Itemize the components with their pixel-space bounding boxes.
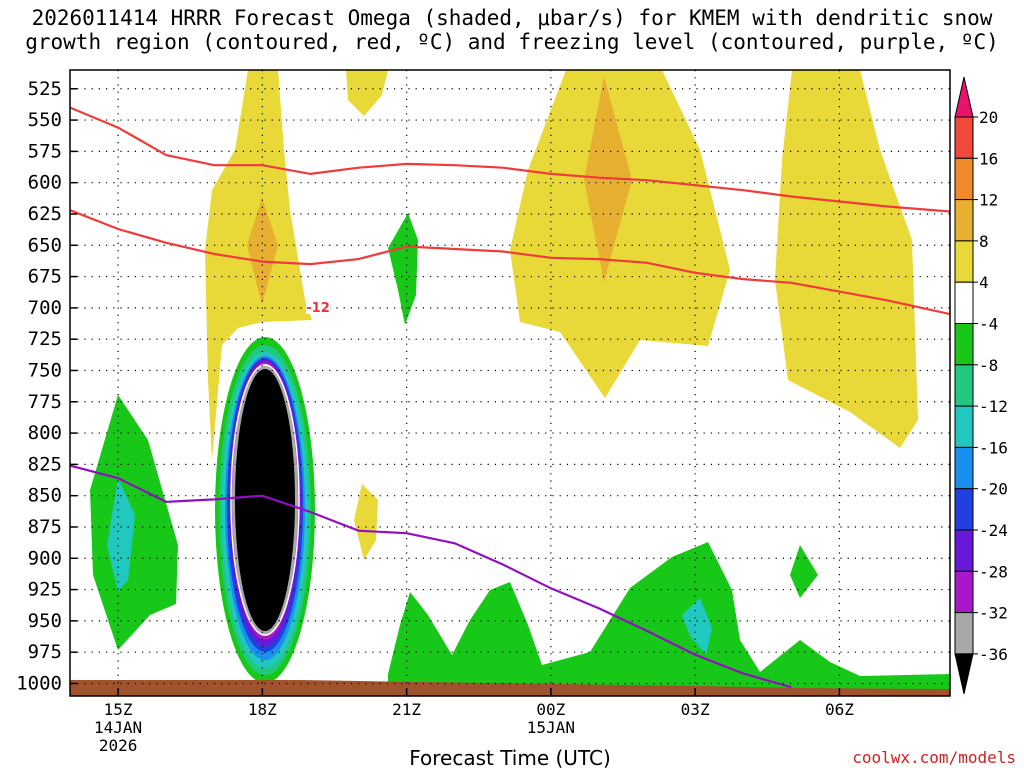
colorbar-tick-label: -28 (979, 562, 1008, 581)
y-tick-label: 900 (28, 547, 62, 569)
y-tick-label: 575 (28, 140, 62, 162)
y-tick-label: 975 (28, 641, 62, 663)
y-tick-label: 625 (28, 203, 62, 225)
y-tick-label: 725 (28, 328, 62, 350)
omega-positive-region (775, 70, 918, 448)
omega-positive-region (346, 70, 388, 116)
colorbar-tick-label: -8 (979, 356, 998, 375)
y-tick-label: 825 (28, 453, 62, 475)
colorbar: 20 16 12 8 4 -4 -8 -12 -16 -20 -24 -28 -32 -36 (954, 76, 1008, 695)
x-tick-label: 00Z (536, 700, 565, 719)
x-tick-date: 14JAN (94, 718, 142, 737)
colorbar-tick-label: 8 (979, 232, 989, 251)
omega-negative-region (107, 478, 135, 592)
omega-shading (70, 70, 950, 696)
y-tick-label: 850 (28, 485, 62, 507)
plot-frame (69, 69, 951, 697)
omega-negative-region (790, 545, 818, 598)
y-axis: 525 550 575 600 625 650 675 700 725 750 775 800 825 8… (16, 78, 77, 694)
y-tick-label: 650 (28, 234, 62, 256)
colorbar-swatch (954, 529, 974, 572)
colorbar-tick-label: 4 (979, 273, 989, 292)
colorbar-arrow-bottom (954, 653, 974, 695)
colorbar-tick-label: -4 (979, 315, 998, 334)
x-tick-year: 2026 (99, 736, 138, 755)
colorbar-swatch (954, 157, 974, 201)
y-tick-label: 775 (28, 391, 62, 413)
y-tick-label: 800 (28, 422, 62, 444)
x-tick-label: 06Z (825, 700, 854, 719)
colorbar-swatch (954, 323, 974, 366)
grid (70, 70, 950, 696)
y-tick-label: 875 (28, 516, 62, 538)
colorbar-swatch (954, 570, 974, 614)
freezing-level-contour (70, 464, 792, 689)
colorbar-tick-label: -36 (979, 645, 1008, 664)
colorbar-swatch (954, 199, 974, 242)
y-tick-label: 525 (28, 78, 62, 100)
y-tick-label: 1000 (16, 672, 62, 694)
y-tick-label: 700 (28, 297, 62, 319)
title-line-2: growth region (contoured, red, ºC) and f… (25, 30, 999, 54)
x-tick-label: 15Z (104, 700, 133, 719)
credit-text: coolwx.com/models (852, 748, 1016, 767)
omega-positive-region (510, 70, 730, 398)
colorbar-swatch (954, 405, 974, 448)
y-tick-label: 600 (28, 172, 62, 194)
contour-label-bg (306, 300, 330, 314)
colorbar-swatch (954, 488, 974, 531)
colorbar-swatch (954, 281, 974, 325)
contour-label: -12 (306, 301, 330, 316)
colorbar-swatch (954, 612, 974, 655)
ground-surface (70, 680, 950, 696)
omega-core (235, 369, 295, 631)
colorbar-swatch (954, 240, 974, 283)
colorbar-arrow-top (954, 76, 974, 118)
x-tick-label: 21Z (392, 700, 421, 719)
colorbar-swatch (954, 364, 974, 407)
dgz-bottom-contour (70, 209, 950, 316)
omega-positive-region (354, 484, 378, 560)
colorbar-swatch (954, 446, 974, 490)
colorbar-tick-label: -32 (979, 604, 1008, 623)
colorbar-swatch (954, 116, 974, 159)
colorbar-tick-label: -16 (979, 438, 1008, 457)
y-tick-label: 675 (28, 266, 62, 288)
omega-positive-region (247, 198, 278, 305)
colorbar-tick-label: 16 (979, 149, 998, 168)
colorbar-tick-label: 20 (979, 108, 998, 127)
omega-negative-region (388, 542, 950, 696)
chart-title: 2026011414 HRRR Forecast Omega (shaded, … (0, 6, 1024, 54)
y-tick-label: 950 (28, 610, 62, 632)
y-tick-label: 550 (28, 109, 62, 131)
colorbar-tick-label: -12 (979, 397, 1008, 416)
y-tick-label: 750 (28, 359, 62, 381)
omega-negative-region (682, 598, 712, 655)
colorbar-tick-label: -24 (979, 521, 1008, 540)
x-tick-label: 18Z (248, 700, 277, 719)
omega-negative-region (388, 213, 418, 325)
title-line-1: 2026011414 HRRR Forecast Omega (shaded, … (31, 6, 993, 30)
colorbar-tick-label: 12 (979, 191, 998, 210)
y-tick-label: 925 (28, 579, 62, 601)
x-tick-label: 03Z (681, 700, 710, 719)
dgz-top-contour (70, 106, 950, 213)
x-axis-label: Forecast Time (UTC) (409, 746, 611, 768)
x-tick-date: 15JAN (527, 718, 575, 737)
colorbar-tick-label: -20 (979, 480, 1008, 499)
omega-core-ring (230, 364, 300, 636)
